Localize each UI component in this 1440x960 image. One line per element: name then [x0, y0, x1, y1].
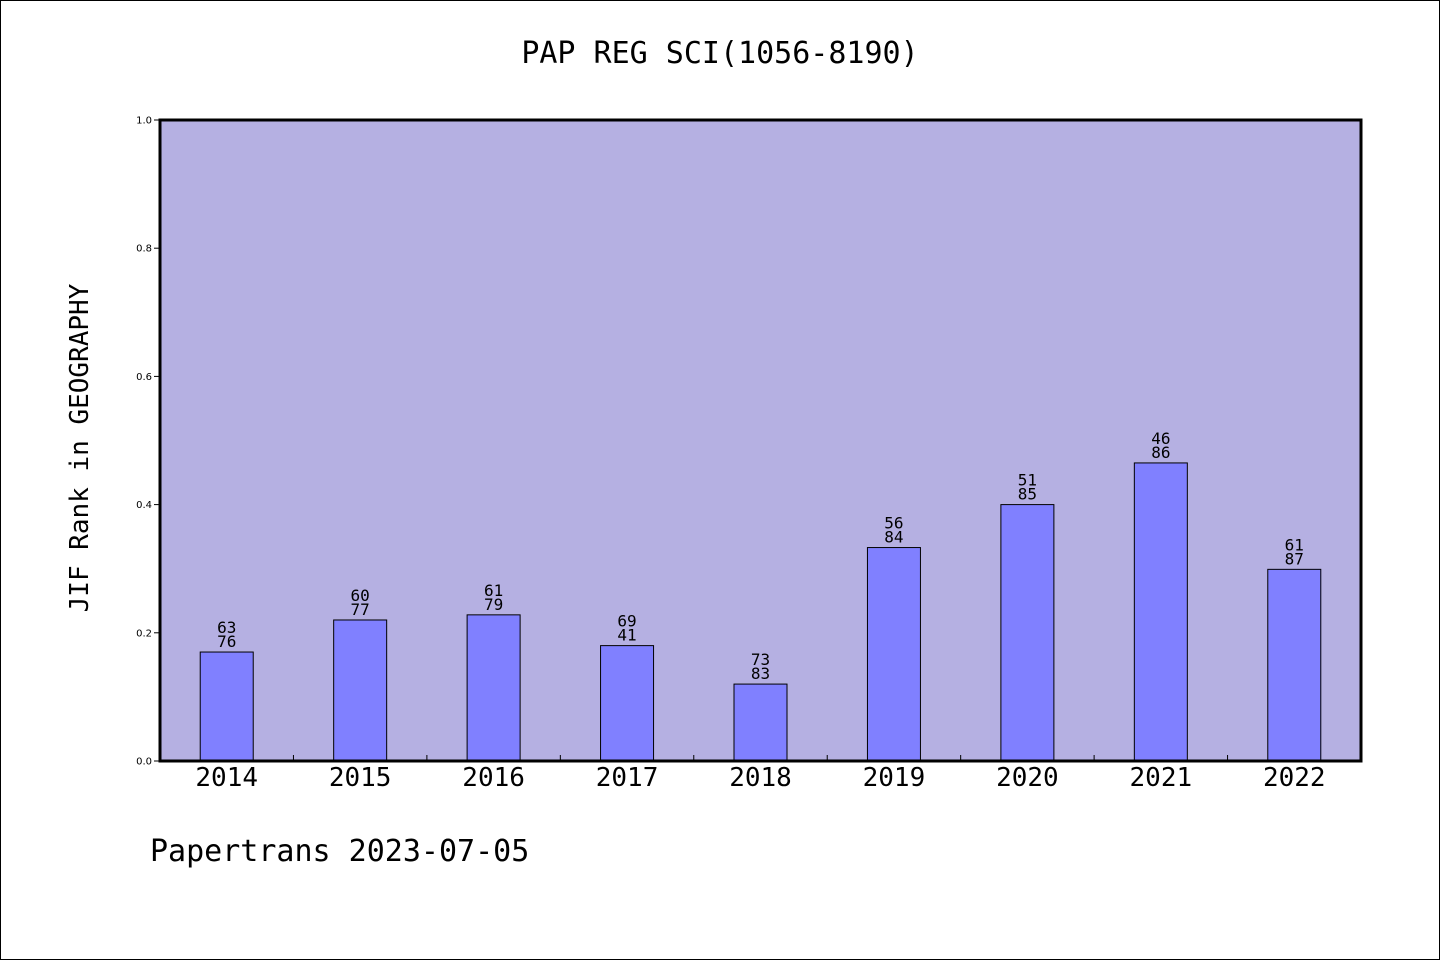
x-tick-label: 2014	[195, 763, 258, 793]
x-tick-label: 2016	[462, 763, 525, 793]
y-tick-label: 0.0	[136, 757, 152, 768]
x-tick-label: 2018	[729, 763, 792, 793]
data-label-top: 69	[617, 612, 636, 631]
data-label-bottom: 77	[351, 600, 370, 619]
bar-2019	[866, 547, 921, 762]
data-label-bottom: 85	[1018, 485, 1037, 504]
data-label-top: 51	[1018, 471, 1037, 490]
data-label-top: 73	[751, 650, 770, 669]
data-label-bottom: 87	[1285, 549, 1304, 568]
y-tick-label: 0.6	[136, 372, 152, 383]
data-label-bottom: 84	[884, 528, 903, 547]
bar-2018	[733, 683, 788, 762]
data-label-bottom: 86	[1151, 443, 1170, 462]
bar-2015	[333, 619, 388, 762]
plot-border	[158, 118, 1363, 763]
y-tick-label: 0.8	[136, 244, 152, 255]
y-tick-label: 1.0	[136, 116, 152, 127]
x-tick-label: 2021	[1130, 763, 1193, 793]
data-label-top: 61	[1285, 535, 1304, 554]
data-label-bottom: 76	[217, 632, 236, 651]
bar-2022	[1267, 568, 1322, 762]
x-tick-label: 2017	[596, 763, 659, 793]
data-label-bottom: 79	[484, 595, 503, 614]
data-label-top: 56	[884, 514, 903, 533]
bar-2014	[199, 651, 254, 762]
data-label-top: 63	[217, 618, 236, 637]
y-tick-label: 0.4	[136, 500, 152, 511]
bar-2016	[466, 614, 521, 762]
bar-2017	[600, 645, 655, 762]
data-label-top: 60	[351, 586, 370, 605]
data-label-bottom: 41	[617, 626, 636, 645]
bar-2020	[1000, 504, 1055, 762]
x-tick-label: 2019	[863, 763, 926, 793]
data-label-top: 61	[484, 581, 503, 600]
footer-text: Papertrans 2023-07-05	[150, 834, 530, 869]
chart-title: PAP REG SCI(1056-8190)	[521, 36, 919, 71]
x-tick-label: 2020	[996, 763, 1059, 793]
x-tick-label: 2015	[329, 763, 392, 793]
data-label-bottom: 83	[751, 664, 770, 683]
data-label-top: 46	[1151, 429, 1170, 448]
x-tick-label: 2022	[1263, 763, 1326, 793]
bar-2021	[1133, 462, 1188, 762]
y-tick-label: 0.2	[136, 628, 152, 639]
